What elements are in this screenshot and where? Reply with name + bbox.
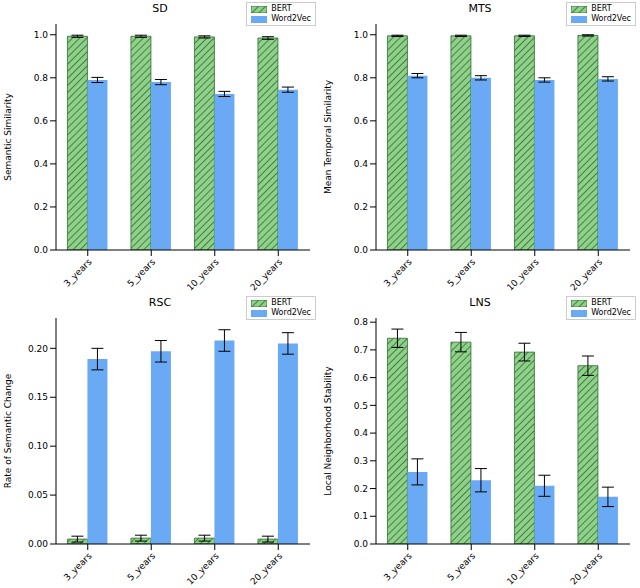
html-text:BERT: BERT <box>591 4 612 13</box>
svg-text:20_years: 20_years <box>568 257 604 293</box>
svg-text:5_years: 5_years <box>125 257 157 289</box>
svg-text:Rate of Semantic Change: Rate of Semantic Change <box>8 373 13 488</box>
svg-text:10_years: 10_years <box>185 551 221 587</box>
html-text:BERT: BERT <box>591 298 612 307</box>
svg-text:5_years: 5_years <box>445 551 477 583</box>
svg-text:5_years: 5_years <box>125 551 157 583</box>
html-text:SD: SD <box>152 2 168 15</box>
svg-text:3_years: 3_years <box>62 257 94 289</box>
svg-text:10_years: 10_years <box>185 257 221 293</box>
svg-text:0.6: 0.6 <box>354 373 369 383</box>
svg-text:0.4: 0.4 <box>354 159 369 169</box>
svg-text:0.8: 0.8 <box>354 73 369 83</box>
html-text:RSC: RSC <box>148 296 172 309</box>
svg-text:5_years: 5_years <box>445 257 477 289</box>
svg-text:0.8: 0.8 <box>34 73 49 83</box>
svg-text:0.05: 0.05 <box>28 490 48 500</box>
svg-text:0.4: 0.4 <box>354 428 369 438</box>
svg-text:0.2: 0.2 <box>354 202 368 212</box>
html-text:MTS: MTS <box>468 2 492 15</box>
html-text:Word2Vec: Word2Vec <box>271 308 311 317</box>
html-text:LNS: LNS <box>469 296 491 309</box>
svg-text:3_years: 3_years <box>382 551 414 583</box>
svg-text:10_years: 10_years <box>505 257 541 293</box>
svg-text:0.2: 0.2 <box>34 202 48 212</box>
svg-text:0.4: 0.4 <box>34 159 49 169</box>
svg-text:0.6: 0.6 <box>34 116 49 126</box>
html-text:BERT: BERT <box>271 4 292 13</box>
svg-text:0.6: 0.6 <box>354 116 369 126</box>
html-text:Word2Vec: Word2Vec <box>591 14 631 23</box>
html-text:Word2Vec: Word2Vec <box>591 308 631 317</box>
svg-text:0.20: 0.20 <box>28 344 48 354</box>
svg-text:0.15: 0.15 <box>28 392 48 402</box>
svg-text:10_years: 10_years <box>505 551 541 587</box>
svg-text:3_years: 3_years <box>62 551 94 583</box>
svg-text:Local Neighborhood Stability: Local Neighborhood Stability <box>323 366 333 496</box>
svg-text:0.7: 0.7 <box>354 345 368 355</box>
svg-text:1.0: 1.0 <box>34 30 49 40</box>
svg-text:0.2: 0.2 <box>354 484 368 494</box>
svg-text:1.0: 1.0 <box>354 30 369 40</box>
svg-text:0.10: 0.10 <box>28 441 48 451</box>
svg-text:Semantic Similarity: Semantic Similarity <box>8 93 13 181</box>
svg-text:0.0: 0.0 <box>354 539 369 549</box>
svg-text:20_years: 20_years <box>248 257 284 293</box>
svg-text:3_years: 3_years <box>382 257 414 289</box>
svg-text:0.5: 0.5 <box>354 401 368 411</box>
svg-text:0.1: 0.1 <box>354 511 368 521</box>
svg-text:0.3: 0.3 <box>354 456 368 466</box>
svg-text:0.0: 0.0 <box>354 245 369 255</box>
html-text:Word2Vec: Word2Vec <box>271 14 311 23</box>
svg-text:0.8: 0.8 <box>354 317 369 327</box>
svg-text:20_years: 20_years <box>568 551 604 587</box>
svg-text:20_years: 20_years <box>248 551 284 587</box>
svg-text:0.00: 0.00 <box>28 539 48 549</box>
svg-text:0.0: 0.0 <box>34 245 49 255</box>
html-text:BERT: BERT <box>271 298 292 307</box>
svg-text:Mean Temporal Similarity: Mean Temporal Similarity <box>323 79 333 194</box>
